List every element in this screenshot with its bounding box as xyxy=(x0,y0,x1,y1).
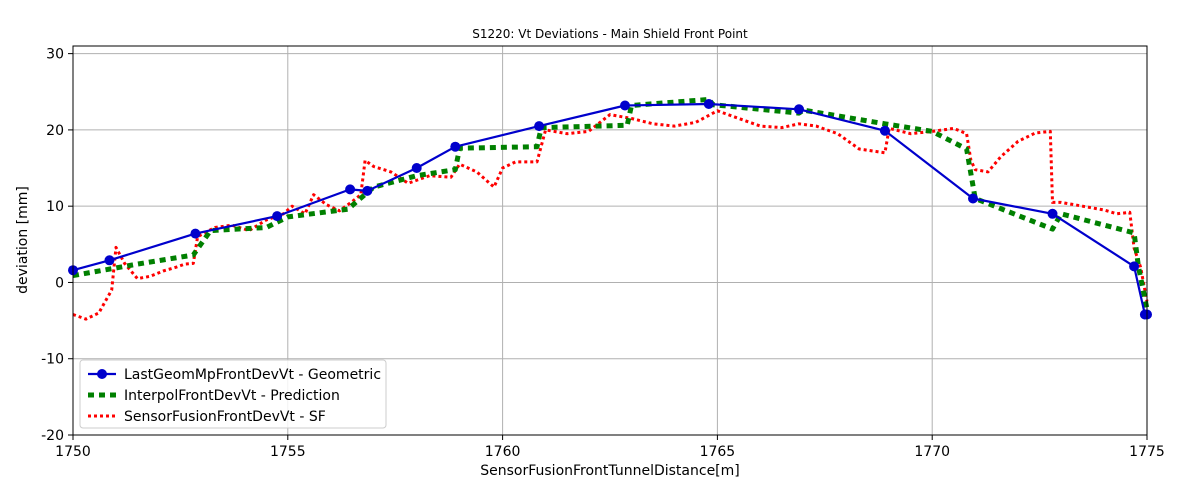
geometric-point xyxy=(703,99,714,109)
legend: LastGeomMpFrontDevVt - Geometric Interpo… xyxy=(79,359,387,429)
y-tick-label: 30 xyxy=(46,47,64,63)
x-tick-label: 1775 xyxy=(1129,444,1165,460)
y-tick-label: -20 xyxy=(41,428,64,444)
legend-box xyxy=(79,359,387,429)
geometric-point xyxy=(879,125,890,136)
series-geometric-line xyxy=(72,102,1147,316)
y-tick-label: 20 xyxy=(46,123,64,139)
y-tick-label: 10 xyxy=(46,199,64,215)
axis-ticks: 1750 1755 1760 1765 1770 1775 -20 -10 0 10 20 30 xyxy=(41,47,1165,460)
x-axis-label: SensorFusionFrontTunnelDistance[m] xyxy=(480,463,740,479)
x-tick-label: 1765 xyxy=(700,444,736,460)
geometric-point xyxy=(968,193,978,204)
y-axis-label: deviation [mm] xyxy=(15,186,31,294)
legend-marker-geometric xyxy=(97,369,107,379)
geometric-point xyxy=(362,185,373,196)
series-prediction-line xyxy=(72,96,1150,310)
geometric-point xyxy=(272,211,283,222)
legend-label-sf: SensorFusionFrontDevVt - SF xyxy=(124,409,326,425)
y-tick-label: -10 xyxy=(41,352,64,368)
geometric-point xyxy=(345,184,356,195)
y-tick-label: 0 xyxy=(55,275,64,291)
geometric-point xyxy=(1129,261,1140,272)
geometric-point xyxy=(411,163,422,173)
x-tick-label: 1770 xyxy=(914,444,950,460)
legend-label-geometric: LastGeomMpFrontDevVt - Geometric xyxy=(124,367,381,383)
geometric-point xyxy=(794,104,804,115)
x-tick-label: 1750 xyxy=(55,444,91,460)
chart-title: S1220: Vt Deviations - Main Shield Front… xyxy=(472,27,748,41)
plot-frame xyxy=(72,45,1148,436)
legend-label-prediction: InterpolFrontDevVt - Prediction xyxy=(124,388,340,404)
x-tick-label: 1755 xyxy=(270,444,306,460)
geometric-point xyxy=(1047,208,1058,219)
series-layer xyxy=(68,96,1152,321)
geometric-point xyxy=(190,228,201,239)
x-tick-label: 1760 xyxy=(485,444,521,460)
geometric-point xyxy=(534,121,545,132)
geometric-point xyxy=(450,141,461,152)
series-sf-line xyxy=(72,109,1149,321)
geometric-point xyxy=(620,100,630,111)
geometric-point xyxy=(104,255,115,266)
